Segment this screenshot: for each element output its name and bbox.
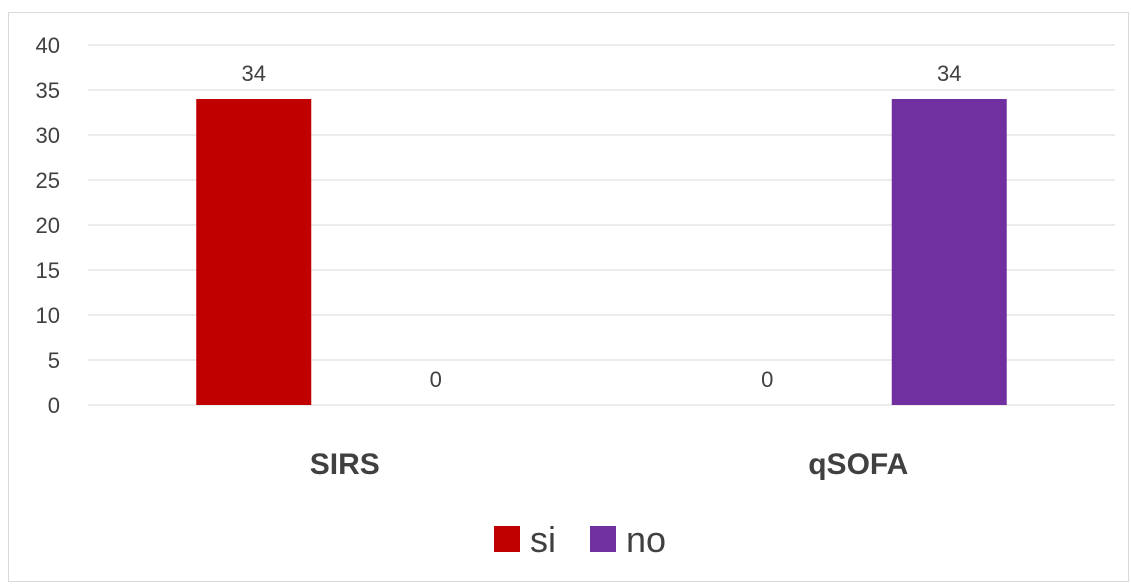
y-tick-label-15: 15 <box>36 258 60 283</box>
data-label-qsofa-si: 0 <box>761 367 773 392</box>
y-tick-label-20: 20 <box>36 213 60 238</box>
legend-swatch-no <box>590 526 616 552</box>
bars <box>196 99 1007 405</box>
data-label-sirs-no: 0 <box>430 367 442 392</box>
legend-label-no: no <box>626 519 666 560</box>
y-axis-ticks: 0 5 10 15 20 25 30 35 40 <box>36 33 60 418</box>
bar-sirs-si <box>196 99 312 405</box>
data-label-sirs-si: 34 <box>242 61 266 86</box>
y-tick-label-10: 10 <box>36 303 60 328</box>
y-tick-label-0: 0 <box>48 393 60 418</box>
y-tick-label-25: 25 <box>36 168 60 193</box>
legend-label-si: si <box>530 519 556 560</box>
data-label-qsofa-no: 34 <box>937 61 961 86</box>
bar-qsofa-no <box>891 99 1007 405</box>
y-tick-label-35: 35 <box>36 78 60 103</box>
category-label-sirs: SIRS <box>310 448 380 481</box>
legend: si no <box>494 519 666 560</box>
data-labels: 34 0 0 34 <box>242 61 962 392</box>
y-tick-label-30: 30 <box>36 123 60 148</box>
legend-swatch-si <box>494 526 520 552</box>
category-label-qsofa: qSOFA <box>808 448 908 481</box>
y-tick-label-40: 40 <box>36 33 60 58</box>
category-labels: SIRS qSOFA <box>310 448 909 481</box>
y-tick-label-5: 5 <box>48 348 60 373</box>
